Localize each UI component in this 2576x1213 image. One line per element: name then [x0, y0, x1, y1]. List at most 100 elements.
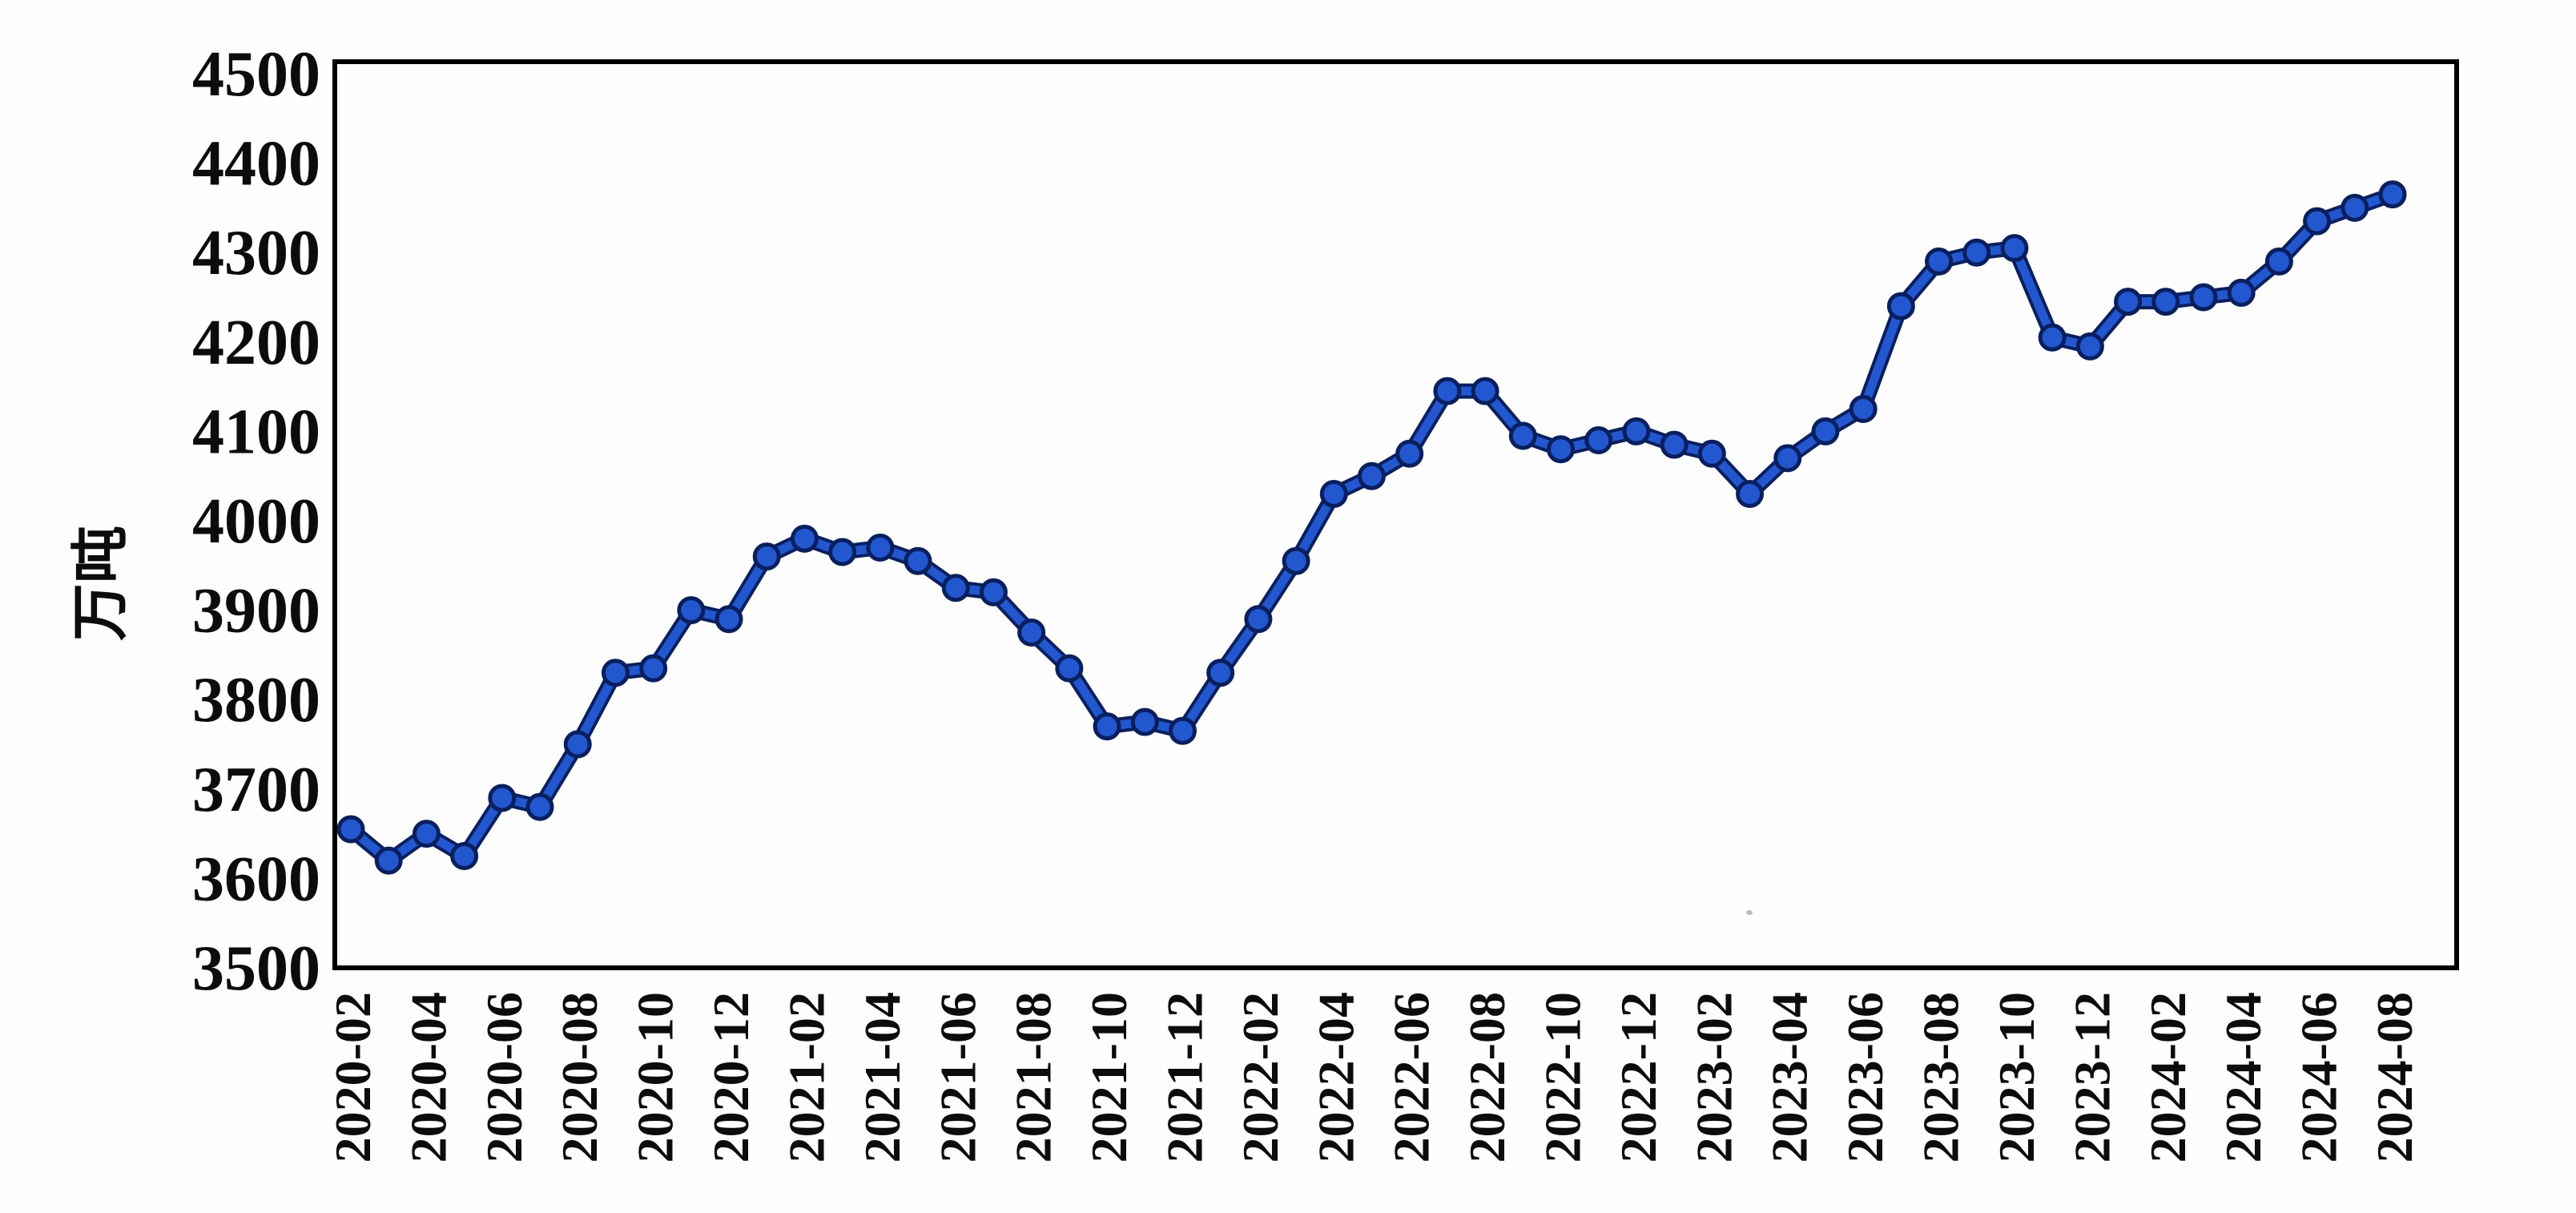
y-axis-tick-label: 3700	[192, 755, 320, 825]
data-point-marker	[563, 730, 592, 759]
data-point-marker	[866, 533, 895, 562]
data-point-marker	[828, 538, 857, 566]
x-axis-tick-label: 2024-04	[2215, 992, 2272, 1163]
data-point-marker	[2075, 332, 2104, 361]
data-point-marker	[1244, 605, 1273, 634]
data-point-marker	[1168, 716, 1197, 745]
data-point-marker	[2038, 323, 2067, 352]
y-axis-tick-label: 4300	[192, 218, 320, 288]
x-axis-tick-label: 2020-08	[551, 992, 608, 1163]
data-point-marker	[1093, 712, 1121, 741]
dust-speck	[1746, 910, 1753, 915]
y-axis-tick-label: 3800	[192, 665, 320, 735]
x-axis-tick-label: 2023-06	[1837, 992, 1894, 1163]
data-point-marker	[1660, 430, 1688, 459]
x-axis-tick-label: 2023-10	[1988, 992, 2045, 1163]
data-point-marker	[677, 596, 706, 625]
x-axis-tick-label: 2023-08	[1913, 992, 1970, 1163]
data-point-marker	[336, 815, 365, 844]
series-line-outline	[343, 187, 2401, 868]
data-point-marker	[1622, 417, 1651, 445]
data-point-marker	[790, 524, 819, 553]
y-axis-title: 万吨	[69, 526, 133, 641]
y-axis-tick-label: 4500	[192, 39, 320, 110]
x-axis-tick-label: 2021-10	[1081, 992, 1137, 1163]
data-point-marker	[979, 578, 1008, 606]
x-axis-tick-label: 2023-02	[1685, 992, 1742, 1163]
data-point-marker	[1206, 659, 1235, 687]
data-point-marker	[374, 846, 403, 875]
data-point-marker	[1925, 247, 1954, 276]
x-axis-tick-label: 2024-06	[2291, 992, 2348, 1163]
series-line	[346, 190, 2397, 865]
x-axis-tick-label: 2022-06	[1383, 992, 1440, 1163]
plot-border	[332, 59, 2459, 970]
data-point-marker	[1471, 377, 1499, 405]
y-axis-tick-label: 4200	[192, 308, 320, 378]
x-axis-tick-label: 2020-12	[702, 992, 759, 1163]
x-axis-tick-label: 2024-02	[2139, 992, 2196, 1163]
y-axis-tick-label: 3500	[192, 933, 320, 1004]
data-point-marker	[1962, 238, 1991, 267]
x-axis-tick-label: 2023-12	[2063, 992, 2120, 1163]
x-axis-tick-label: 2022-10	[1535, 992, 1592, 1163]
data-point-marker	[1886, 292, 1915, 320]
data-point-marker	[525, 792, 554, 821]
data-point-marker	[1017, 619, 1046, 647]
x-axis-tick-label: 2024-08	[2366, 992, 2423, 1163]
data-point-marker	[1055, 654, 1084, 683]
data-point-marker	[1849, 395, 1878, 423]
x-axis-tick-label: 2022-04	[1307, 992, 1364, 1163]
data-point-marker	[1773, 444, 1802, 473]
data-point-marker	[1697, 439, 1726, 468]
x-axis-tick-label: 2020-06	[476, 992, 533, 1163]
data-point-marker	[412, 820, 441, 848]
data-point-marker	[2341, 193, 2369, 222]
data-point-marker	[1736, 480, 1765, 509]
x-axis-tick-label: 2021-06	[929, 992, 986, 1163]
x-axis-tick-label: 2020-04	[400, 992, 457, 1163]
data-point-marker	[1433, 377, 1462, 405]
data-point-marker	[1282, 546, 1310, 575]
x-axis-tick-label: 2020-02	[324, 992, 381, 1163]
x-axis-tick-label: 2021-12	[1156, 992, 1213, 1163]
x-axis-tick-label: 2023-04	[1761, 992, 1818, 1163]
data-point-marker	[2000, 234, 2029, 263]
data-point-marker	[2189, 283, 2218, 312]
data-point-marker	[450, 842, 479, 870]
data-point-marker	[1584, 426, 1613, 455]
y-axis-tick-label: 3900	[192, 576, 320, 647]
data-point-marker	[2114, 288, 2143, 316]
data-point-marker	[2264, 247, 2293, 276]
data-point-marker	[1395, 439, 1424, 468]
data-point-marker	[1508, 421, 1537, 450]
x-axis-tick-label: 2022-12	[1610, 992, 1667, 1163]
x-axis-tick-label: 2021-08	[1005, 992, 1062, 1163]
data-point-marker	[2227, 278, 2256, 307]
data-point-marker	[904, 546, 932, 575]
x-axis-tick-label: 2022-08	[1459, 992, 1515, 1163]
data-point-marker	[488, 784, 517, 812]
data-point-marker	[1319, 480, 1348, 509]
data-point-marker	[1547, 435, 1576, 464]
data-point-marker	[941, 574, 970, 602]
y-axis-tick-label: 4400	[192, 129, 320, 199]
y-axis-tick-label: 4100	[192, 397, 320, 467]
data-point-marker	[714, 605, 743, 634]
data-point-marker	[1358, 461, 1386, 490]
data-point-marker	[1811, 417, 1840, 445]
y-axis-tick-label: 3600	[192, 844, 320, 914]
data-point-marker	[752, 542, 781, 571]
x-axis-tick-label: 2020-10	[627, 992, 684, 1163]
data-point-marker	[2151, 288, 2180, 316]
x-axis-tick-label: 2022-02	[1232, 992, 1289, 1163]
y-axis-tick-label: 4000	[192, 486, 320, 557]
data-point-marker	[2378, 180, 2407, 209]
data-point-marker	[639, 654, 668, 683]
x-axis-tick-label: 2021-04	[854, 992, 911, 1163]
x-axis-tick-label: 2021-02	[778, 992, 835, 1163]
data-point-marker	[601, 659, 630, 687]
data-point-marker	[2303, 207, 2332, 236]
